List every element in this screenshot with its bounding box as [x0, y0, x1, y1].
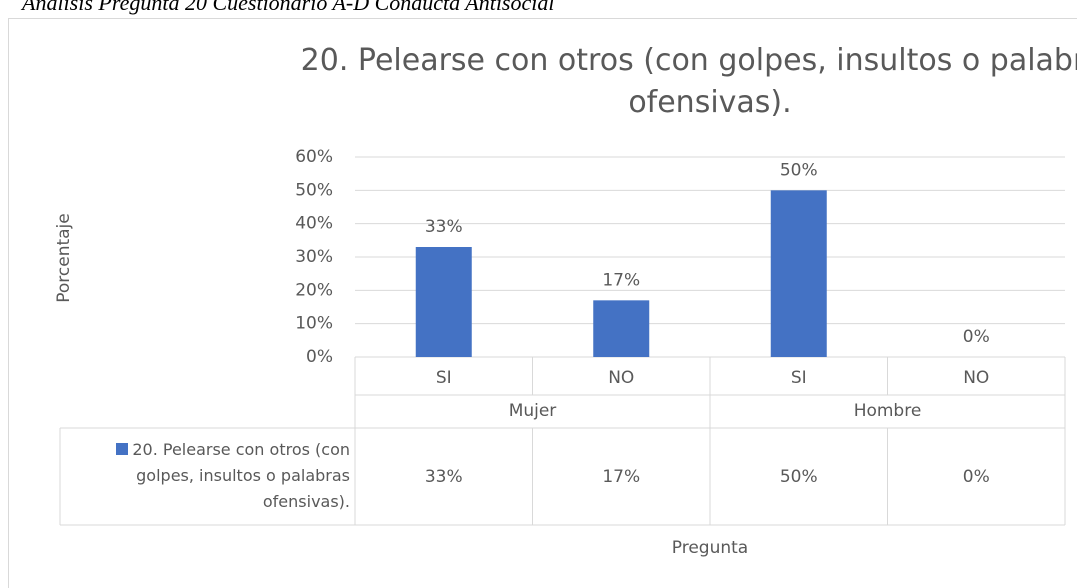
x-tick-label: SI [436, 368, 452, 388]
x-tick-label: NO [963, 368, 989, 388]
data-table-value: 0% [963, 467, 990, 487]
y-axis-label: Porcentaje [54, 213, 74, 303]
x-tick-label: SI [791, 368, 807, 388]
data-label: 17% [602, 270, 640, 290]
data-label: 0% [963, 327, 990, 347]
bar [415, 247, 472, 357]
y-tick-label: 50% [295, 180, 333, 200]
group-label: Hombre [854, 401, 922, 421]
y-tick-label: 30% [295, 247, 333, 267]
x-tick-label: NO [608, 368, 634, 388]
y-tick-label: 60% [295, 147, 333, 167]
chart-title: 20. Pelearse con otros (con golpes, insu… [300, 43, 1077, 120]
y-tick-label: 40% [295, 214, 333, 234]
group-label: Mujer [509, 401, 557, 421]
bar [770, 190, 827, 357]
y-tick-label: 20% [295, 280, 333, 300]
data-table-value: 17% [602, 467, 640, 487]
caption: Análisis Pregunta 20 Cuestionario A-D Co… [22, 0, 555, 15]
data-label: 33% [425, 217, 463, 237]
y-tick-label: 0% [306, 347, 333, 367]
bar [593, 300, 650, 357]
data-table-series: 20. Pelearse con otros (con golpes, insu… [64, 437, 350, 515]
data-label: 50% [780, 160, 818, 180]
y-tick-label: 10% [295, 314, 333, 334]
data-table-value: 33% [425, 467, 463, 487]
chart-frame [8, 18, 1077, 588]
x-axis-label: Pregunta [672, 538, 748, 558]
legend-swatch [116, 443, 129, 455]
data-table-value: 50% [780, 467, 818, 487]
legend-label: 20. Pelearse con otros (con golpes, insu… [132, 440, 350, 511]
